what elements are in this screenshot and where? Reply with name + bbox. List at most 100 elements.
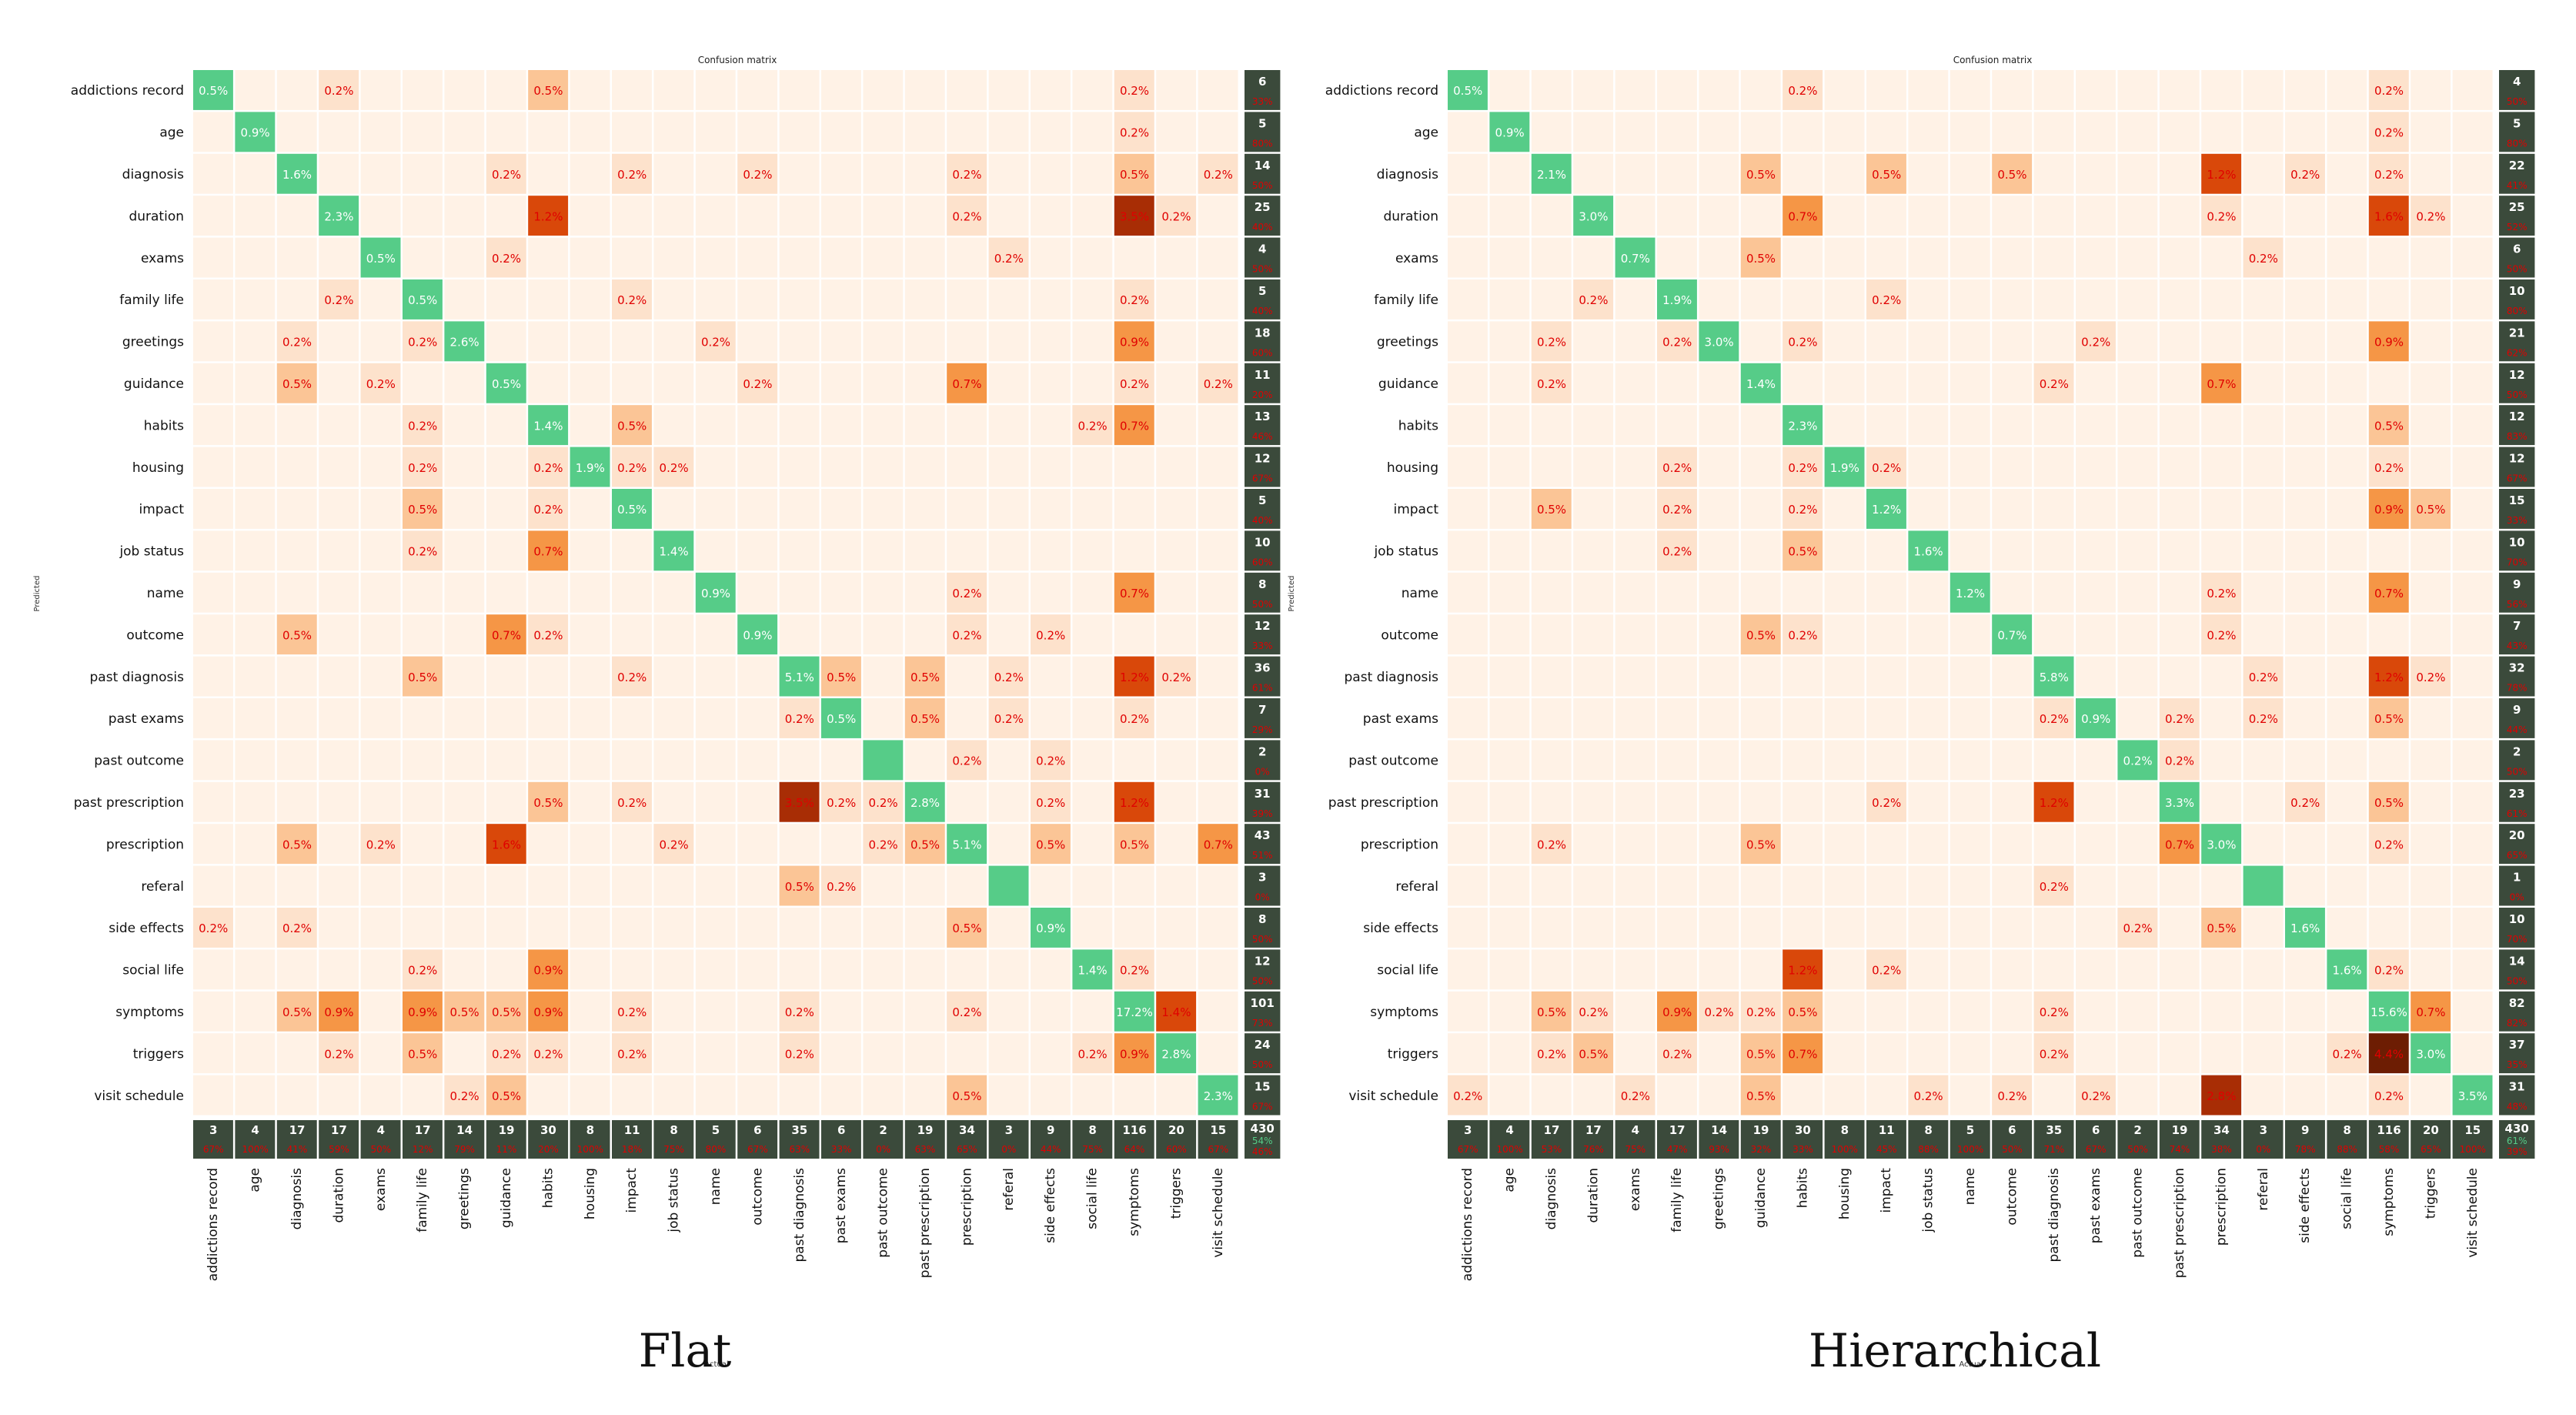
matrix-cell-bg (2076, 530, 2116, 571)
off-diagonal-label: 0.2% (2207, 209, 2236, 223)
matrix-cell-bg (653, 656, 694, 697)
col-total-count: 20 (2423, 1123, 2439, 1137)
off-diagonal-cell (1114, 824, 1154, 865)
row-total-count: 15 (2509, 493, 2525, 507)
diagonal-cell (863, 740, 904, 781)
off-diagonal-cell (2285, 781, 2325, 822)
matrix-cell-bg (904, 614, 945, 655)
matrix-cell-bg (2452, 781, 2493, 822)
matrix-cell-bg (1657, 405, 1697, 446)
matrix-cell-bg (1531, 1075, 1572, 1116)
off-diagonal-cell (319, 279, 359, 319)
off-diagonal-label: 0.2% (1872, 964, 1901, 978)
off-diagonal-label: 0.9% (2374, 503, 2404, 517)
matrix-cell-bg (2285, 614, 2325, 655)
matrix-cell-bg (1448, 363, 1488, 403)
matrix-cell-bg (1489, 991, 1530, 1032)
matrix-cell-bg (1824, 363, 1865, 403)
x-tick-label: duration (331, 1168, 346, 1223)
matrix-cell-bg (1072, 572, 1113, 613)
diagonal-cell (779, 656, 820, 697)
row-total-percent: 0% (2510, 892, 2524, 903)
col-total-percent: 74% (2170, 1144, 2190, 1155)
y-tick-label: past diagnosis (90, 670, 185, 685)
off-diagonal-label: 0.2% (282, 336, 312, 350)
matrix-cell-bg (403, 740, 443, 781)
col-total-percent: 75% (1082, 1144, 1103, 1155)
y-axis-label: Predicted (33, 576, 42, 612)
y-tick-label: exams (1395, 251, 1438, 266)
matrix-cell-bg (904, 908, 945, 948)
y-tick-label: past exams (1363, 711, 1438, 727)
matrix-cell-bg (779, 908, 820, 948)
matrix-cell-bg (863, 363, 904, 403)
col-total-count: 19 (1753, 1123, 1769, 1137)
matrix-cell-bg (528, 112, 569, 152)
y-tick-label: name (1402, 586, 1438, 601)
row-total-percent: 20% (1252, 390, 1273, 400)
off-diagonal-cell (2033, 865, 2074, 906)
off-diagonal-cell (2243, 656, 2284, 697)
matrix-cell-bg (1908, 489, 1949, 529)
diagonal-cell (2159, 781, 2200, 822)
off-diagonal-cell (403, 489, 443, 529)
off-diagonal-cell (947, 991, 987, 1032)
matrix-cell-bg (2411, 1075, 2451, 1116)
row-total-cell (2499, 781, 2535, 822)
matrix-cell-bg (1657, 70, 1697, 110)
matrix-cell-bg (1448, 991, 1488, 1032)
y-tick-label: past outcome (94, 754, 184, 769)
col-total-count: 8 (1924, 1123, 1932, 1137)
matrix-cell-bg (2327, 112, 2367, 152)
matrix-cell-bg (1573, 614, 1614, 655)
matrix-cell-bg (779, 363, 820, 403)
matrix-cell-bg (1198, 530, 1238, 571)
diagonal-cell (2452, 1075, 2493, 1116)
matrix-cell-bg (1866, 865, 1906, 906)
matrix-cell-bg (1072, 865, 1113, 906)
matrix-cell-bg (1782, 363, 1823, 403)
off-diagonal-label: 0.2% (1621, 1089, 1650, 1103)
matrix-cell-bg (2076, 908, 2116, 948)
matrix-cell-bg (1031, 196, 1071, 236)
x-tick-label: job status (1921, 1168, 1936, 1233)
diagonal-label: 3.0% (2416, 1047, 2445, 1061)
y-tick-label: past prescription (74, 795, 184, 811)
matrix-cell-bg (1740, 572, 1781, 613)
col-total-cell (2452, 1120, 2493, 1159)
matrix-cell-bg (1489, 865, 1530, 906)
off-diagonal-label: 0.2% (2290, 168, 2320, 182)
matrix-cell-bg (904, 279, 945, 319)
matrix-cell-bg (570, 865, 610, 906)
matrix-cell-bg (988, 447, 1029, 487)
y-tick-label: housing (1387, 460, 1438, 476)
col-total-cell (1657, 1120, 1697, 1159)
col-total-percent: 67% (2086, 1144, 2107, 1155)
matrix-cell-bg (1950, 70, 1990, 110)
matrix-cell-bg (1489, 908, 1530, 948)
col-total-count: 6 (837, 1123, 845, 1137)
matrix-cell-bg (1031, 321, 1071, 362)
off-diagonal-label: 0.2% (952, 587, 981, 600)
matrix-cell-bg (947, 112, 987, 152)
col-total-count: 8 (586, 1123, 594, 1137)
off-diagonal-label: 0.5% (952, 1089, 981, 1103)
matrix-cell-bg (1072, 824, 1113, 865)
x-tick-label: prescription (959, 1168, 974, 1246)
off-diagonal-cell (444, 1075, 485, 1116)
col-total-count: 14 (456, 1123, 473, 1137)
matrix-cell-bg (779, 112, 820, 152)
matrix-cell-bg (2327, 530, 2367, 571)
matrix-cell-bg (612, 824, 652, 865)
row-total-count: 18 (1255, 326, 1271, 340)
off-diagonal-cell (947, 153, 987, 194)
matrix-cell-bg (1657, 112, 1697, 152)
diagonal-cell (904, 781, 945, 822)
matrix-cell-bg (1198, 405, 1238, 446)
off-diagonal-label: 0.2% (743, 168, 772, 182)
diagonal-cell (319, 196, 359, 236)
x-tick-label: referal (1001, 1168, 1017, 1211)
matrix-cell-bg (319, 363, 359, 403)
